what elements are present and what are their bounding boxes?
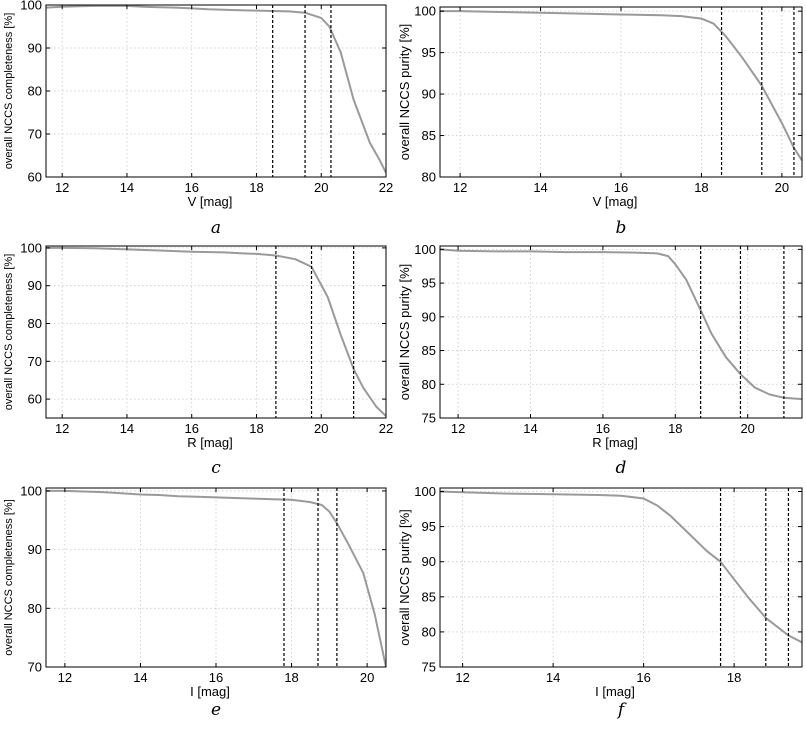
- y-tick-label: 75: [422, 411, 436, 426]
- axes-frame: [45, 245, 387, 419]
- y-tick-label: 85: [422, 128, 436, 143]
- x-tick-label: 20: [775, 180, 789, 195]
- x-axis-label: V [mag]: [188, 194, 233, 209]
- y-tick-label: 95: [422, 519, 436, 534]
- y-tick-label: 90: [28, 278, 42, 293]
- x-tick-label: 20: [314, 421, 328, 436]
- y-tick-label: 60: [28, 392, 42, 407]
- y-tick-label: 80: [422, 170, 436, 185]
- y-tick-label: 90: [422, 554, 436, 569]
- x-tick-label: 12: [455, 670, 469, 685]
- panel-letter: a: [211, 218, 221, 238]
- y-tick-label: 90: [422, 309, 436, 324]
- x-tick-label: 18: [249, 180, 263, 195]
- x-tick-label: 16: [636, 670, 650, 685]
- x-axis-label: V [mag]: [593, 194, 638, 209]
- x-tick-label: 18: [668, 421, 682, 436]
- y-tick-label: 90: [422, 87, 436, 102]
- y-tick-label: 80: [422, 377, 436, 392]
- series-line: [46, 246, 386, 417]
- y-tick-label: 90: [28, 41, 42, 56]
- y-tick-label: 100: [414, 484, 436, 499]
- y-axis-label: overall NCCS completeness [%]: [3, 499, 15, 656]
- x-tick-label: 20: [740, 421, 754, 436]
- y-tick-label: 85: [422, 589, 436, 604]
- y-axis-label: overall NCCS purity [%]: [397, 264, 412, 401]
- chart-panel-e: 12 14 16 18 20 70 80 90 100 I [mag] overall NCCS c…: [3, 483, 387, 720]
- x-tick-label: 12: [55, 180, 69, 195]
- y-tick-label: 100: [20, 0, 42, 13]
- x-axis-label: R [mag]: [187, 435, 233, 450]
- chart-panel-a: 12 14 16 18 20 22 60 70 80 90 100 V [mag] overall NC…: [3, 0, 393, 238]
- x-tick-label: 12: [55, 421, 69, 436]
- series-line: [46, 489, 386, 667]
- y-tick-label: 95: [422, 276, 436, 291]
- chart-panel-f: 12 14 16 18 75 80 85 90 95 100 I [mag] overall NCCS…: [397, 484, 803, 720]
- y-tick-label: 100: [20, 483, 42, 498]
- y-tick-label: 100: [414, 242, 436, 257]
- y-tick-label: 100: [414, 4, 436, 19]
- series-line: [440, 490, 802, 644]
- y-axis-label: overall NCCS completeness [%]: [3, 254, 15, 411]
- chart-panel-c: 12 14 16 18 20 22 60 70 80 90 100 R [mag] overall NC…: [3, 240, 393, 478]
- x-tick-label: 16: [614, 180, 628, 195]
- axes-frame: [439, 245, 803, 419]
- x-tick-label: 14: [533, 180, 547, 195]
- x-tick-label: 20: [314, 180, 328, 195]
- chart-panel-d: 12 14 16 18 20 75 80 85 90 95 100 R [mag] overall NC…: [397, 242, 803, 478]
- x-tick-label: 16: [184, 180, 198, 195]
- y-tick-label: 80: [28, 84, 42, 99]
- y-tick-label: 70: [28, 354, 42, 369]
- x-tick-label: 14: [120, 180, 134, 195]
- x-tick-label: 22: [379, 180, 393, 195]
- x-tick-label: 22: [379, 421, 393, 436]
- y-axis-label: overall NCCS purity [%]: [397, 24, 412, 161]
- x-axis-label: I [mag]: [190, 684, 230, 699]
- y-tick-label: 70: [28, 127, 42, 142]
- y-tick-label: 80: [422, 624, 436, 639]
- x-tick-label: 14: [523, 421, 537, 436]
- x-tick-label: 12: [58, 670, 72, 685]
- panel-letter: c: [211, 458, 221, 478]
- x-tick-label: 12: [451, 421, 465, 436]
- y-tick-label: 70: [28, 660, 42, 675]
- x-tick-label: 14: [546, 670, 560, 685]
- x-tick-label: 18: [284, 670, 298, 685]
- y-tick-label: 80: [28, 601, 42, 616]
- y-tick-label: 80: [28, 316, 42, 331]
- series-line: [46, 5, 386, 174]
- series-line: [440, 248, 802, 401]
- x-tick-label: 18: [249, 421, 263, 436]
- y-axis-label: overall NCCS completeness [%]: [3, 13, 15, 170]
- x-axis-label: R [mag]: [592, 435, 638, 450]
- panel-letter: e: [211, 700, 221, 720]
- x-tick-label: 18: [727, 670, 741, 685]
- series-line: [440, 10, 802, 161]
- y-tick-label: 100: [20, 240, 42, 255]
- panel-letter: b: [616, 218, 627, 238]
- x-tick-label: 14: [120, 421, 134, 436]
- y-axis-label: overall NCCS purity [%]: [397, 509, 412, 646]
- x-tick-label: 18: [694, 180, 708, 195]
- axes-frame: [439, 487, 803, 668]
- x-tick-label: 12: [453, 180, 467, 195]
- chart-panel-b: 12 14 16 18 20 80 85 90 95 100 V [mag] overall NCCS…: [397, 4, 803, 238]
- x-tick-label: 16: [184, 421, 198, 436]
- y-tick-label: 75: [422, 660, 436, 675]
- y-tick-label: 90: [28, 542, 42, 557]
- y-tick-label: 95: [422, 45, 436, 60]
- x-tick-label: 16: [596, 421, 610, 436]
- panel-letter: d: [616, 458, 627, 478]
- x-tick-label: 16: [209, 670, 223, 685]
- y-tick-label: 85: [422, 343, 436, 358]
- y-tick-label: 60: [28, 170, 42, 185]
- x-tick-label: 14: [133, 670, 147, 685]
- x-axis-label: I [mag]: [595, 684, 635, 699]
- panel-letter: f: [616, 700, 627, 720]
- x-tick-label: 20: [360, 670, 374, 685]
